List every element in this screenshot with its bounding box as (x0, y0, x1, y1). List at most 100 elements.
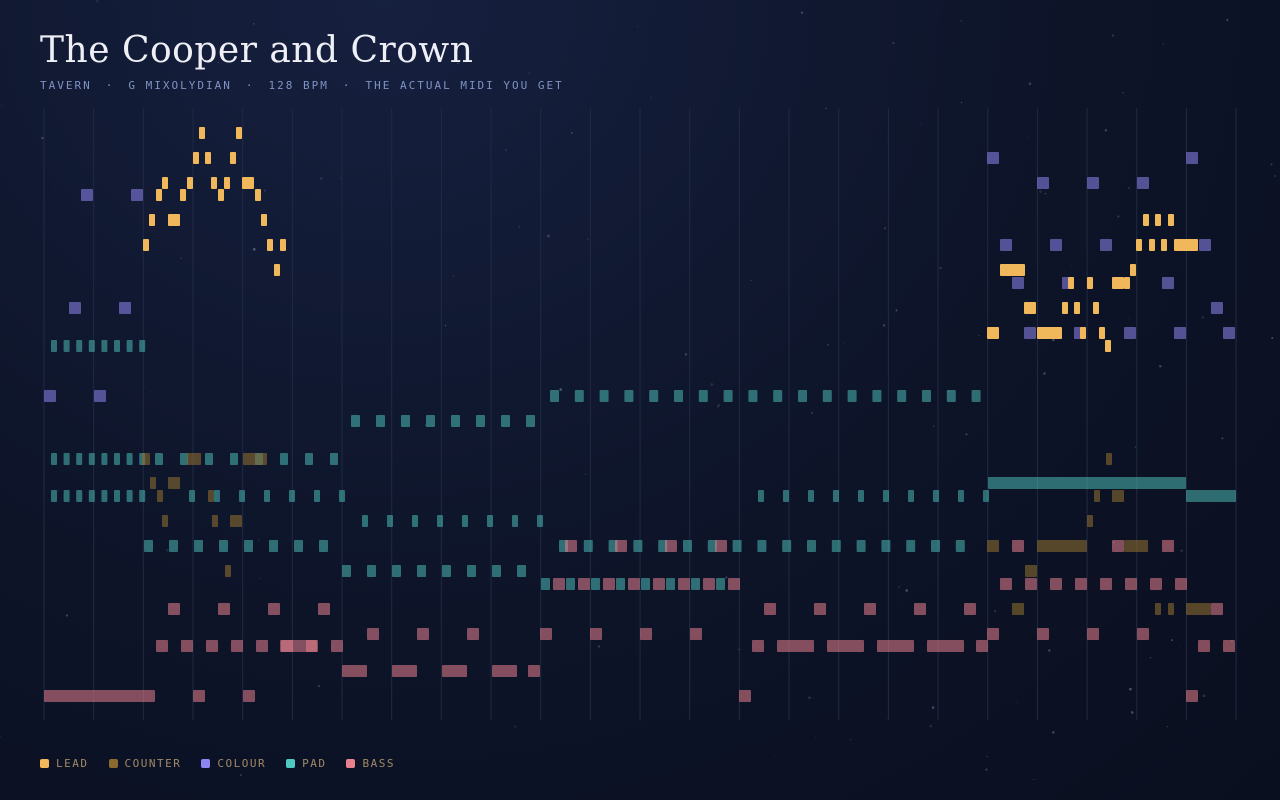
note (897, 390, 907, 402)
note (678, 578, 690, 590)
note (44, 390, 56, 402)
note (76, 453, 83, 465)
note (616, 578, 625, 590)
note (376, 415, 385, 427)
note (212, 515, 218, 527)
note (268, 603, 280, 615)
note (218, 603, 230, 615)
legend-swatch (286, 759, 296, 768)
note (193, 690, 205, 702)
star (994, 610, 996, 612)
note (51, 340, 57, 352)
star (905, 589, 909, 592)
note (1168, 603, 1174, 615)
note (318, 603, 330, 615)
note (218, 189, 224, 201)
note (256, 640, 268, 652)
star (811, 412, 813, 414)
note (88, 453, 95, 465)
meta-item: G MIXOLYDIAN (128, 79, 232, 92)
note (933, 490, 939, 502)
note (1155, 603, 1161, 615)
star (587, 238, 589, 240)
note (1024, 302, 1036, 314)
star (258, 539, 260, 541)
note (1199, 239, 1211, 251)
note (274, 264, 280, 276)
note (162, 515, 168, 527)
note (1062, 302, 1068, 314)
note (540, 628, 552, 640)
note (922, 390, 931, 402)
star (1048, 649, 1051, 652)
note (1186, 490, 1236, 502)
star (920, 123, 922, 125)
legend-item: PAD (286, 757, 326, 770)
note (442, 565, 451, 577)
note (81, 189, 93, 201)
note (1161, 239, 1167, 251)
note (1037, 628, 1049, 640)
note (599, 390, 609, 402)
note (674, 390, 683, 402)
note (550, 390, 559, 402)
note (1080, 327, 1086, 339)
star (1274, 175, 1277, 177)
star (931, 706, 935, 709)
note (665, 540, 677, 552)
note (1223, 327, 1235, 339)
note (908, 490, 914, 502)
star (96, 0, 99, 3)
note (180, 453, 188, 465)
star (1202, 694, 1206, 698)
note (189, 490, 195, 502)
note (1162, 277, 1174, 289)
star (1149, 656, 1152, 659)
star (843, 342, 845, 344)
star (584, 473, 586, 475)
note (1012, 603, 1024, 615)
note (180, 189, 186, 201)
note (641, 578, 650, 590)
note (1025, 565, 1037, 577)
note (76, 490, 83, 502)
note (1124, 277, 1130, 289)
note (1186, 690, 1198, 702)
note (330, 453, 338, 465)
star (886, 717, 888, 719)
star (53, 184, 55, 186)
note (342, 565, 351, 577)
note (205, 152, 211, 164)
note (492, 665, 517, 677)
star (849, 738, 852, 741)
star (1104, 129, 1108, 132)
note (150, 477, 156, 489)
note (976, 640, 988, 652)
star (457, 62, 459, 65)
note (1074, 302, 1080, 314)
note (955, 540, 965, 552)
note (280, 239, 286, 251)
note (927, 640, 964, 652)
star (800, 11, 804, 14)
note (1000, 578, 1012, 590)
star (1162, 43, 1165, 45)
note (624, 390, 634, 402)
note (126, 490, 133, 502)
star (547, 234, 550, 238)
note (1037, 177, 1049, 189)
star (57, 490, 59, 492)
note (294, 540, 303, 552)
star (340, 177, 342, 179)
star (725, 576, 728, 579)
note (987, 327, 999, 339)
note (392, 665, 417, 677)
star (528, 251, 530, 252)
note (553, 578, 565, 590)
note (628, 578, 640, 590)
separator: · (342, 79, 352, 92)
star (929, 725, 932, 728)
note (69, 302, 81, 314)
legend-swatch (108, 759, 118, 768)
star (882, 324, 886, 327)
